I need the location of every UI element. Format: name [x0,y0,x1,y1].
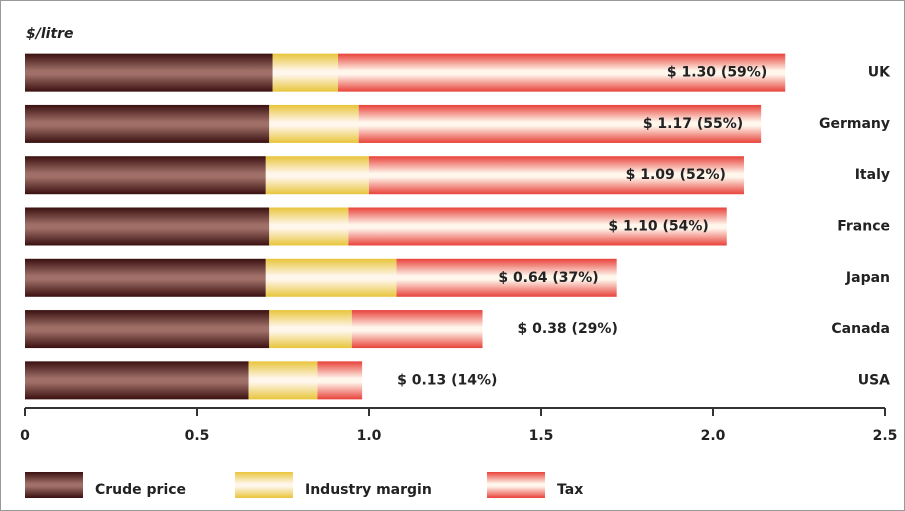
bar-segment [265,156,369,195]
category-label: Japan [845,270,890,286]
bar-segment [272,53,339,92]
legend-label: Industry margin [305,482,432,498]
bar-segment [348,207,727,246]
x-tick-label: 1.0 [357,428,382,444]
x-tick-label: 2.5 [873,428,898,444]
bar-segment [358,104,762,143]
value-label: $ 1.09 (52%) [626,167,726,183]
legend-label: Crude price [95,482,186,498]
bar-segment [317,361,363,400]
category-label: USA [858,372,890,388]
legend-label: Tax [557,482,583,498]
bar-segment [396,258,617,297]
category-label: Italy [855,167,890,183]
x-tick-label: 0.5 [185,428,210,444]
bar-segment [25,258,266,297]
bar-segment [248,361,318,400]
bar-segment [269,310,352,349]
y-axis-label: $/litre [26,26,74,42]
bar-segment [369,156,744,195]
bar-segment [25,156,266,195]
bar-segment [269,104,359,143]
category-label: Canada [831,321,890,337]
bar-segment [25,207,270,246]
legend-swatch [25,472,83,498]
x-tick-label: 1.5 [529,428,554,444]
bar-segment [351,310,483,349]
value-label: $ 1.30 (59%) [667,65,767,81]
category-label: Germany [819,116,890,132]
legend-swatch [235,472,293,498]
bar-segment [25,361,249,400]
x-tick-label: 2.0 [701,428,726,444]
value-label: $ 0.38 (29%) [518,321,618,337]
value-label: $ 1.17 (55%) [643,116,743,132]
bar-segment [25,310,270,349]
value-label: $ 0.64 (37%) [498,270,598,286]
legend-swatch [487,472,545,498]
bar-segment [265,258,397,297]
value-label: $ 0.13 (14%) [397,372,497,388]
x-tick-label: 0 [20,428,30,444]
category-label: France [837,219,890,235]
bar-segment [269,207,349,246]
category-label: UK [868,65,891,81]
value-label: $ 1.10 (54%) [608,219,708,235]
bar-segment [338,53,786,92]
bar-segment [25,53,273,92]
bar-segment [25,104,270,143]
